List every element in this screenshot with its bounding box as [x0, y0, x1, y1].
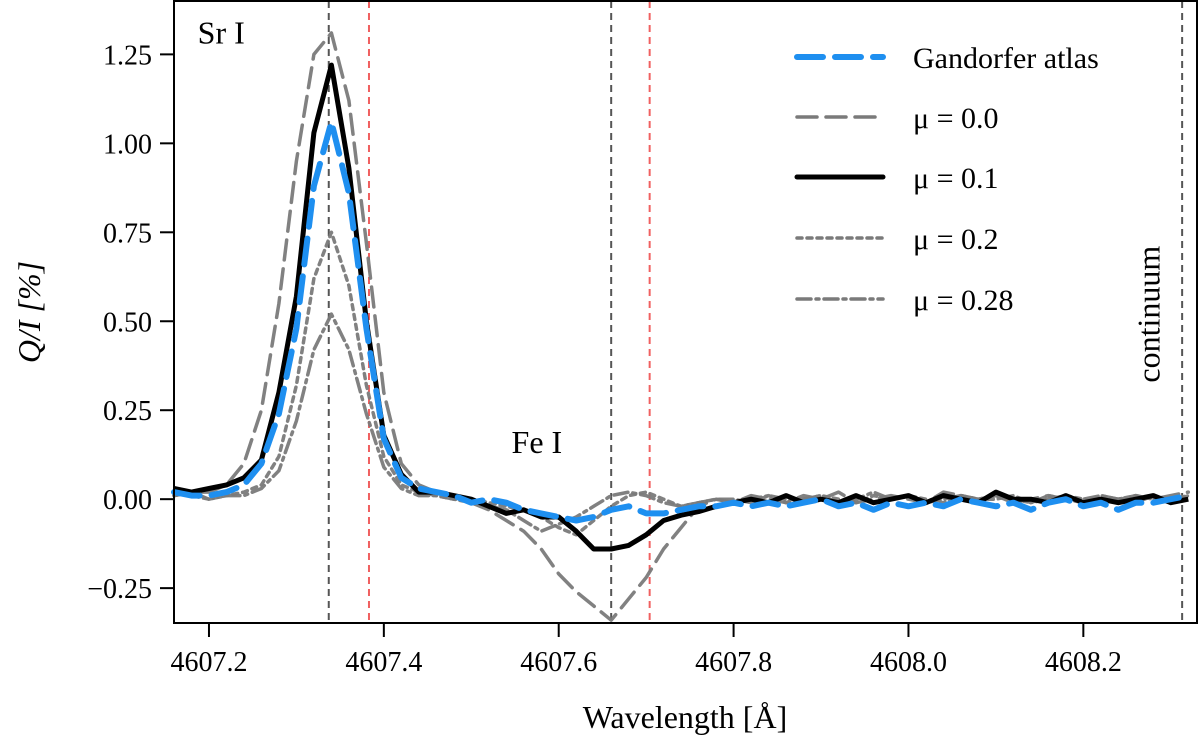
y-tick-label: −0.25	[87, 574, 152, 605]
legend-item: μ = 0.1	[794, 162, 999, 195]
annotations: Sr I Fe I continuum	[198, 15, 1167, 460]
x-axis-label: Wavelength [Å]	[583, 699, 787, 735]
series-line-mu-0.1	[173, 62, 1189, 552]
legend: Gandorfer atlas μ = 0.0 μ = 0.1 μ = 0.2 μ = …	[794, 42, 1099, 317]
annotation-sr-i: Sr I	[198, 15, 245, 51]
y-tick-label: 0.00	[103, 485, 152, 516]
x-tick-label: 4608.2	[1045, 647, 1122, 678]
legend-label: μ = 0.28	[913, 284, 1014, 317]
legend-item: μ = 0.28	[795, 284, 1014, 317]
x-tick-label: 4607.8	[695, 647, 772, 678]
annotation-fe-i: Fe I	[512, 424, 563, 460]
y-axis: −0.25 0.00 0.25 0.50 0.75 1.00 1.25	[87, 40, 174, 605]
x-tick-label: 4607.2	[170, 647, 247, 678]
y-tick-label: 1.00	[103, 129, 152, 160]
y-tick-label: 0.50	[103, 307, 152, 338]
y-tick-label: 0.75	[103, 218, 152, 249]
series-lines	[171, 31, 1192, 622]
legend-label: μ = 0.1	[913, 162, 999, 195]
x-tick-label: 4607.6	[520, 647, 597, 678]
legend-label: μ = 0.0	[913, 102, 999, 135]
x-tick-label: 4608.0	[870, 647, 947, 678]
y-tick-label: 0.25	[103, 396, 152, 427]
y-tick-label: 1.25	[103, 40, 152, 71]
series-line-mu-0.2	[172, 230, 1191, 537]
legend-item: Gandorfer atlas	[794, 42, 1099, 75]
legend-label: Gandorfer atlas	[913, 42, 1099, 75]
series-line-gandorfer-atlas	[171, 119, 1192, 524]
x-tick-label: 4607.4	[345, 647, 422, 678]
annotation-continuum: continuum	[1130, 246, 1166, 383]
plot-frame	[173, 0, 1198, 624]
x-axis: 4607.2 4607.4 4607.6 4607.8 4608.0 4608.2	[170, 623, 1122, 678]
legend-item: μ = 0.2	[795, 223, 999, 256]
legend-item: μ = 0.0	[795, 102, 999, 135]
y-axis-label: Q/I [%]	[11, 261, 47, 363]
series-line-mu-0.0	[172, 31, 1191, 622]
legend-label: μ = 0.2	[913, 223, 999, 256]
reference-lines	[327, 1, 1184, 623]
